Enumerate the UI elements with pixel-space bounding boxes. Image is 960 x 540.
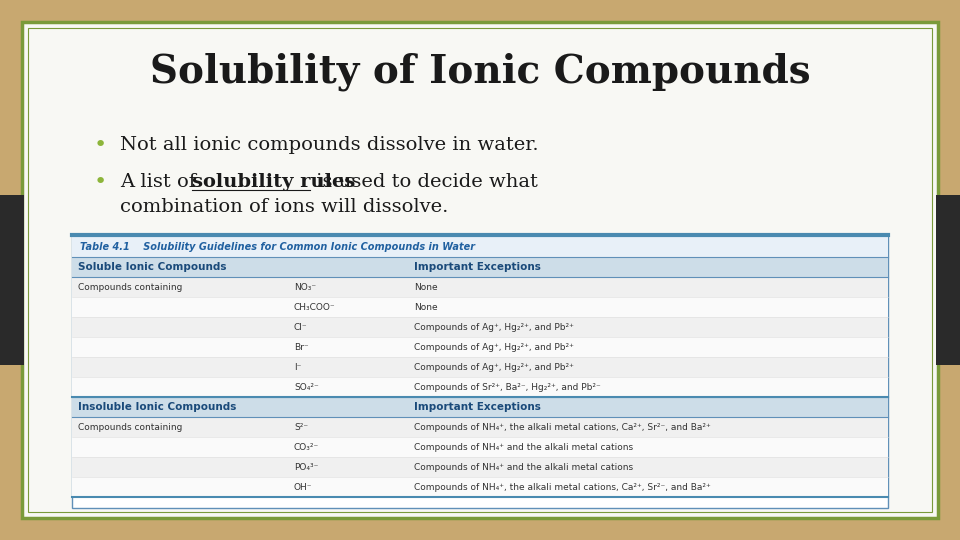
Text: is used to decide what: is used to decide what	[309, 173, 538, 191]
Text: Soluble Ionic Compounds: Soluble Ionic Compounds	[78, 262, 227, 272]
Text: Compounds of NH₄⁺ and the alkali metal cations: Compounds of NH₄⁺ and the alkali metal c…	[414, 462, 634, 471]
Text: NO₃⁻: NO₃⁻	[294, 282, 316, 292]
Text: Compounds containing: Compounds containing	[78, 422, 182, 431]
Text: Table 4.1    Solubility Guidelines for Common Ionic Compounds in Water: Table 4.1 Solubility Guidelines for Comm…	[80, 242, 475, 252]
Text: PO₄³⁻: PO₄³⁻	[294, 462, 319, 471]
Text: Br⁻: Br⁻	[294, 342, 308, 352]
Text: None: None	[414, 302, 438, 312]
Text: Compounds of NH₄⁺, the alkali metal cations, Ca²⁺, Sr²⁻, and Ba²⁺: Compounds of NH₄⁺, the alkali metal cati…	[414, 483, 710, 491]
Bar	[936, 195, 960, 365]
Text: Important Exceptions: Important Exceptions	[414, 262, 540, 272]
Text: Compounds of Ag⁺, Hg₂²⁺, and Pb²⁺: Compounds of Ag⁺, Hg₂²⁺, and Pb²⁺	[414, 362, 574, 372]
Bar	[72, 257, 888, 277]
Bar	[72, 297, 888, 317]
Text: Compounds of Ag⁺, Hg₂²⁺, and Pb²⁺: Compounds of Ag⁺, Hg₂²⁺, and Pb²⁺	[414, 342, 574, 352]
Bar	[72, 357, 888, 377]
Text: combination of ions will dissolve.: combination of ions will dissolve.	[120, 198, 448, 216]
Text: I⁻: I⁻	[294, 362, 301, 372]
Text: CO₃²⁻: CO₃²⁻	[294, 442, 320, 451]
Text: Compounds of Ag⁺, Hg₂²⁺, and Pb²⁺: Compounds of Ag⁺, Hg₂²⁺, and Pb²⁺	[414, 322, 574, 332]
Text: CH₃COO⁻: CH₃COO⁻	[294, 302, 336, 312]
Text: Insoluble Ionic Compounds: Insoluble Ionic Compounds	[78, 402, 236, 412]
Bar	[72, 237, 888, 257]
Text: Important Exceptions: Important Exceptions	[414, 402, 540, 412]
Bar	[72, 317, 888, 337]
Bar	[28, 28, 932, 512]
Bar	[72, 437, 888, 457]
Text: S²⁻: S²⁻	[294, 422, 308, 431]
Text: Compounds of Sr²⁺, Ba²⁻, Hg₂²⁺, and Pb²⁻: Compounds of Sr²⁺, Ba²⁻, Hg₂²⁺, and Pb²⁻	[414, 382, 601, 392]
Text: •: •	[93, 135, 107, 155]
Text: A list of: A list of	[120, 173, 203, 191]
Text: •: •	[93, 172, 107, 192]
Text: Solubility of Ionic Compounds: Solubility of Ionic Compounds	[150, 53, 810, 91]
Bar	[72, 377, 888, 397]
Bar	[72, 277, 888, 297]
Text: Compounds containing: Compounds containing	[78, 282, 182, 292]
Text: Cl⁻: Cl⁻	[294, 322, 307, 332]
Bar	[0, 195, 24, 365]
Bar	[72, 457, 888, 477]
Bar	[72, 235, 888, 508]
Text: Compounds of NH₄⁺ and the alkali metal cations: Compounds of NH₄⁺ and the alkali metal c…	[414, 442, 634, 451]
Bar	[72, 397, 888, 417]
Text: solubility rules: solubility rules	[192, 173, 355, 191]
Bar	[72, 477, 888, 497]
Bar	[72, 417, 888, 437]
Text: None: None	[414, 282, 438, 292]
Text: Compounds of NH₄⁺, the alkali metal cations, Ca²⁺, Sr²⁻, and Ba²⁺: Compounds of NH₄⁺, the alkali metal cati…	[414, 422, 710, 431]
Bar	[72, 337, 888, 357]
Text: OH⁻: OH⁻	[294, 483, 313, 491]
Text: Not all ionic compounds dissolve in water.: Not all ionic compounds dissolve in wate…	[120, 136, 539, 154]
Text: SO₄²⁻: SO₄²⁻	[294, 382, 319, 392]
